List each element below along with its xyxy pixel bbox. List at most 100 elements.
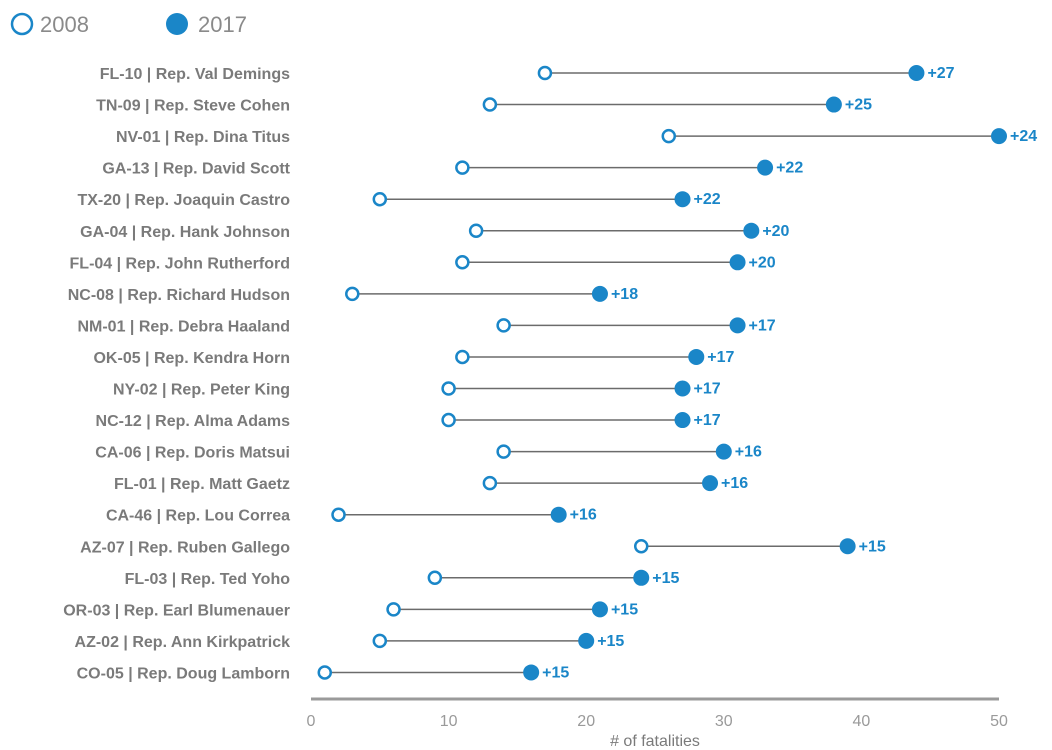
- diff-label: +24: [1010, 128, 1037, 145]
- point-2017: [550, 506, 567, 523]
- point-2008: [496, 318, 511, 333]
- point-2008: [537, 65, 553, 81]
- row-label: GA-04 | Rep. Hank Johnson: [80, 224, 290, 241]
- diff-label: +27: [927, 65, 954, 82]
- chart-row: NV-01 | Rep. Dina Titus +24: [116, 128, 1037, 146]
- x-tick-label: 30: [715, 713, 733, 730]
- chart-row: FL-10 | Rep. Val Demings +27: [100, 65, 955, 83]
- x-axis: 0 10 20 30 40 50: [307, 697, 1008, 730]
- row-label: FL-03 | Rep. Ted Yoho: [125, 571, 291, 588]
- point-2008: [372, 633, 388, 649]
- point-2008: [372, 191, 388, 207]
- diff-label: +17: [694, 412, 721, 429]
- diff-label: +16: [735, 444, 762, 461]
- point-2008: [441, 381, 456, 396]
- chart-row: GA-13 | Rep. David Scott +22: [102, 159, 803, 178]
- diff-label: +17: [749, 317, 776, 334]
- chart-row: CA-46 | Rep. Lou Correa +16: [106, 506, 597, 525]
- point-2017: [523, 664, 540, 681]
- point-2008: [661, 128, 677, 144]
- row-label: NV-01 | Rep. Dina Titus: [116, 129, 290, 146]
- row-label: NY-02 | Rep. Peter King: [113, 382, 290, 399]
- chart-row: NM-01 | Rep. Debra Haaland +17: [77, 317, 776, 335]
- diff-label: +15: [611, 601, 638, 618]
- point-2017: [702, 475, 719, 492]
- diff-label: +25: [845, 97, 872, 114]
- x-tick-label: 50: [990, 713, 1008, 730]
- legend-label-2017: 2017: [198, 12, 247, 37]
- diff-label: +15: [597, 633, 624, 650]
- row-label: FL-10 | Rep. Val Demings: [100, 66, 290, 83]
- chart-row: GA-04 | Rep. Hank Johnson +20: [80, 222, 790, 241]
- chart-row: CA-06 | Rep. Doris Matsui +16: [95, 443, 762, 462]
- chart-row: NC-08 | Rep. Richard Hudson +18: [68, 285, 638, 304]
- row-label: CA-06 | Rep. Doris Matsui: [95, 445, 290, 462]
- diff-label: +17: [694, 381, 721, 398]
- point-2008: [468, 223, 484, 238]
- legend-marker-2017: [166, 13, 188, 35]
- point-2017: [674, 412, 691, 429]
- point-2017: [674, 380, 691, 397]
- point-2017: [729, 254, 746, 271]
- chart-row: AZ-07 | Rep. Ruben Gallego +15: [80, 538, 886, 556]
- row-label: NC-12 | Rep. Alma Adams: [96, 413, 291, 430]
- row-label: OR-03 | Rep. Earl Blumenauer: [63, 602, 290, 619]
- diff-label: +15: [652, 570, 679, 587]
- chart-row: FL-03 | Rep. Ted Yoho +15: [125, 569, 679, 588]
- diff-label: +18: [611, 286, 638, 303]
- point-2017: [757, 159, 774, 176]
- diff-label: +15: [859, 538, 886, 555]
- point-2008: [496, 444, 511, 459]
- diff-label: +20: [749, 254, 776, 271]
- diff-label: +17: [707, 349, 734, 366]
- chart-row: OR-03 | Rep. Earl Blumenauer +15: [63, 601, 638, 619]
- x-tick-label: 0: [307, 713, 316, 730]
- row-label: NM-01 | Rep. Debra Haaland: [77, 318, 290, 335]
- diff-label: +20: [762, 223, 789, 240]
- point-2008: [633, 539, 649, 554]
- point-2017: [729, 317, 746, 334]
- point-2017: [825, 96, 842, 113]
- point-2008: [427, 570, 443, 586]
- point-2008: [345, 286, 360, 302]
- point-2008: [331, 507, 346, 522]
- plot-area: FL-10 | Rep. Val Demings +27 TN-09 | Rep. …: [63, 65, 1037, 682]
- row-label: GA-13 | Rep. David Scott: [102, 161, 290, 178]
- row-label: TN-09 | Rep. Steve Cohen: [96, 98, 290, 115]
- chart-row: OK-05 | Rep. Kendra Horn +17: [93, 348, 735, 367]
- row-label: OK-05 | Rep. Kendra Horn: [93, 350, 290, 367]
- point-2017: [743, 222, 760, 239]
- point-2008: [317, 665, 333, 680]
- row-label: AZ-07 | Rep. Ruben Gallego: [80, 539, 290, 556]
- diff-label: +22: [694, 191, 721, 208]
- chart-row: CO-05 | Rep. Doug Lamborn +15: [77, 664, 569, 682]
- point-2008: [482, 97, 498, 112]
- chart-row: TN-09 | Rep. Steve Cohen +25: [96, 96, 872, 115]
- point-2017: [715, 443, 732, 460]
- point-2008: [482, 475, 498, 491]
- chart-row: FL-01 | Rep. Matt Gaetz +16: [114, 475, 748, 493]
- point-2017: [591, 601, 608, 618]
- chart-row: TX-20 | Rep. Joaquin Castro +22: [77, 191, 721, 209]
- point-2008: [386, 602, 401, 617]
- row-label: AZ-02 | Rep. Ann Kirkpatrick: [75, 634, 291, 651]
- x-tick-label: 20: [577, 713, 595, 730]
- point-2017: [591, 285, 608, 302]
- chart-row: FL-04 | Rep. John Rutherford +20: [70, 254, 776, 272]
- diff-label: +16: [721, 475, 748, 492]
- point-2008: [455, 255, 470, 270]
- legend: 2008 2017: [10, 12, 247, 37]
- x-tick-label: 40: [853, 713, 871, 730]
- chart-row: NY-02 | Rep. Peter King +17: [113, 380, 721, 399]
- point-2008: [455, 160, 470, 175]
- diff-label: +16: [570, 507, 597, 524]
- point-2017: [688, 348, 705, 365]
- chart-row: AZ-02 | Rep. Ann Kirkpatrick +15: [75, 632, 624, 651]
- point-2017: [674, 191, 691, 208]
- row-label: FL-01 | Rep. Matt Gaetz: [114, 476, 290, 493]
- point-2017: [578, 632, 595, 649]
- row-label: FL-04 | Rep. John Rutherford: [70, 255, 290, 272]
- diff-label: +22: [776, 160, 803, 177]
- point-2017: [839, 538, 856, 555]
- x-axis-title: # of fatalities: [610, 733, 700, 750]
